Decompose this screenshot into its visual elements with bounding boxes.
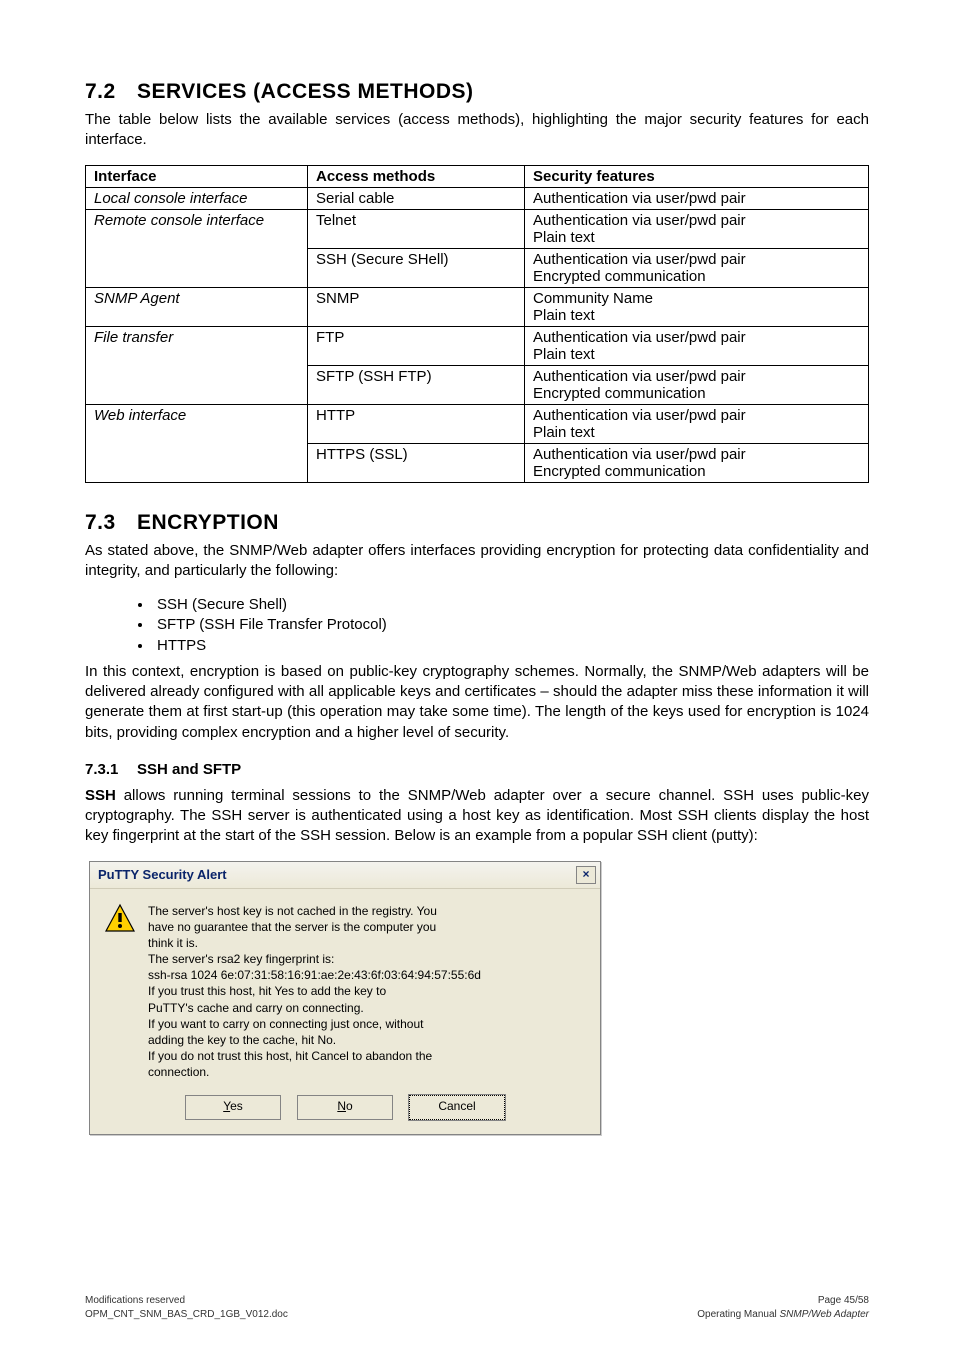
cancel-button[interactable]: Cancel xyxy=(409,1095,505,1120)
subsection-title: SSH and SFTP xyxy=(137,761,241,778)
table-cell-security: Authentication via user/pwd pairEncrypte… xyxy=(525,443,869,482)
table-cell-method: HTTPS (SSL) xyxy=(308,443,525,482)
table-cell-method: Serial cable xyxy=(308,187,525,209)
section-number: 7.3 xyxy=(85,511,137,535)
dialog-titlebar: PuTTY Security Alert × xyxy=(90,862,600,889)
section-7-3-intro: As stated above, the SNMP/Web adapter of… xyxy=(85,541,869,582)
ssh-para-rest: allows running terminal sessions to the … xyxy=(85,787,869,845)
table-cell-method: Telnet xyxy=(308,209,525,248)
warning-icon xyxy=(104,903,148,1081)
services-table: Interface Access methods Security featur… xyxy=(85,165,869,483)
section-title: ENCRYPTION xyxy=(137,511,279,534)
table-cell-interface: Web interface xyxy=(86,404,308,482)
table-header: Access methods xyxy=(308,165,525,187)
table-cell-security: Community NamePlain text xyxy=(525,287,869,326)
subsection-number: 7.3.1 xyxy=(85,761,137,778)
table-cell-security: Authentication via user/pwd pairPlain te… xyxy=(525,209,869,248)
dialog-title: PuTTY Security Alert xyxy=(98,867,227,882)
footer-left-1: Modifications reserved xyxy=(85,1294,288,1308)
table-header: Security features xyxy=(525,165,869,187)
table-cell-method: SSH (Secure SHell) xyxy=(308,248,525,287)
table-cell-interface: Local console interface xyxy=(86,187,308,209)
list-item: SSH (Secure Shell) xyxy=(153,595,869,615)
table-cell-method: SFTP (SSH FTP) xyxy=(308,365,525,404)
footer-doc-title: Operating Manual SNMP/Web Adapter xyxy=(697,1308,869,1322)
putty-dialog: PuTTY Security Alert × The server's host… xyxy=(89,861,601,1135)
no-button[interactable]: No xyxy=(297,1095,393,1120)
close-icon[interactable]: × xyxy=(576,866,596,884)
section-title: SERVICES (ACCESS METHODS) xyxy=(137,80,474,103)
dialog-message: The server's host key is not cached in t… xyxy=(148,903,588,1081)
section-number: 7.2 xyxy=(85,80,137,104)
table-cell-security: Authentication via user/pwd pair xyxy=(525,187,869,209)
section-7-3-1-para: SSH allows running terminal sessions to … xyxy=(85,786,869,847)
table-header: Interface xyxy=(86,165,308,187)
yes-button[interactable]: Yes xyxy=(185,1095,281,1120)
table-cell-security: Authentication via user/pwd pairEncrypte… xyxy=(525,248,869,287)
table-cell-interface: Remote console interface xyxy=(86,209,308,287)
table-cell-security: Authentication via user/pwd pairPlain te… xyxy=(525,326,869,365)
list-item: HTTPS xyxy=(153,636,869,656)
table-cell-method: HTTP xyxy=(308,404,525,443)
encryption-bullets: SSH (Secure Shell) SFTP (SSH File Transf… xyxy=(85,595,869,656)
section-7-2-intro: The table below lists the available serv… xyxy=(85,110,869,151)
section-heading-7-2: 7.2SERVICES (ACCESS METHODS) xyxy=(85,80,869,104)
table-cell-method: SNMP xyxy=(308,287,525,326)
subsection-heading-7-3-1: 7.3.1SSH and SFTP xyxy=(85,761,869,778)
ssh-bold: SSH xyxy=(85,787,116,804)
table-cell-interface: SNMP Agent xyxy=(86,287,308,326)
section-heading-7-3: 7.3ENCRYPTION xyxy=(85,511,869,535)
table-cell-security: Authentication via user/pwd pairPlain te… xyxy=(525,404,869,443)
table-cell-method: FTP xyxy=(308,326,525,365)
list-item: SFTP (SSH File Transfer Protocol) xyxy=(153,615,869,635)
section-7-3-para2: In this context, encryption is based on … xyxy=(85,662,869,743)
footer-left-2: OPM_CNT_SNM_BAS_CRD_1GB_V012.doc xyxy=(85,1308,288,1322)
page-footer: Modifications reserved OPM_CNT_SNM_BAS_C… xyxy=(85,1294,869,1322)
table-cell-security: Authentication via user/pwd pairEncrypte… xyxy=(525,365,869,404)
footer-page-number: Page 45/58 xyxy=(697,1294,869,1308)
table-cell-interface: File transfer xyxy=(86,326,308,404)
